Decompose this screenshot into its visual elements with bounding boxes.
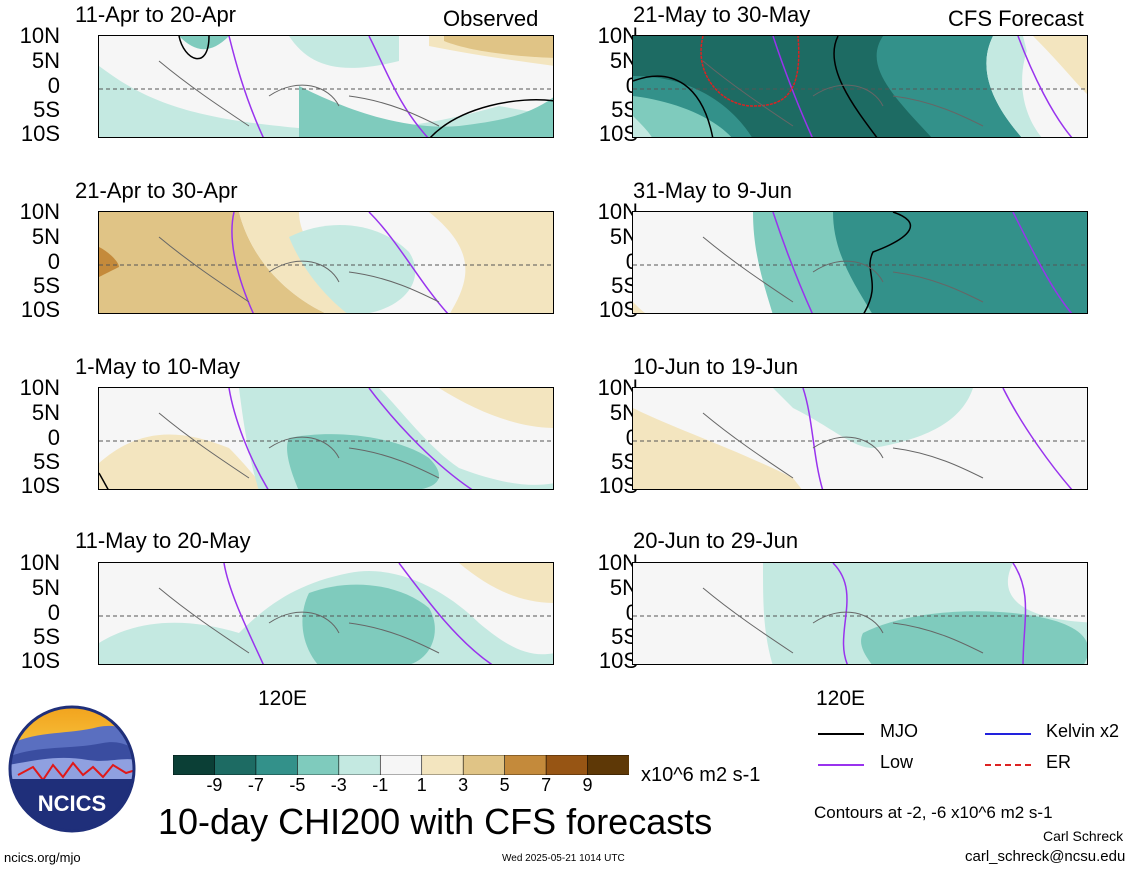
latitude-label: 5N xyxy=(609,224,638,249)
latitude-label: 5N xyxy=(609,575,638,600)
latitude-label: 10S xyxy=(20,121,60,146)
colorbar-bin xyxy=(255,754,299,776)
latitude-label: 0 xyxy=(47,249,60,274)
legend-label-mjo: MJO xyxy=(880,721,918,741)
latitude-label: 0 xyxy=(47,73,60,98)
map-panel xyxy=(632,35,1088,138)
latitude-label: 5S xyxy=(33,449,60,474)
panel-title: 20-Jun to 29-Jun xyxy=(633,528,799,553)
legend-label-kelvin: Kelvin x2 xyxy=(1046,721,1120,741)
panel-title: 11-Apr to 20-Apr xyxy=(75,2,237,27)
latitude-label: 5S xyxy=(33,273,60,298)
latitude-label: 10S xyxy=(598,473,638,498)
legend-swatch-er xyxy=(985,764,1031,766)
colorbar-bin xyxy=(545,754,589,776)
author-name: Carl Schreck xyxy=(1043,828,1124,844)
colorbar-tick-label: -9 xyxy=(206,775,223,795)
latitude-label: 10N xyxy=(19,375,60,400)
colorbar-bin xyxy=(297,754,340,776)
panel-title: 1-May to 10-May xyxy=(75,354,241,379)
panel-title: 11-May to 20-May xyxy=(75,528,251,553)
timestamp: Wed 2025-05-21 1014 UTC xyxy=(502,853,625,864)
latitude-label: 10S xyxy=(598,121,638,146)
map-panel xyxy=(632,211,1088,314)
latitude-label: 5N xyxy=(31,400,60,425)
colorbar-tick-label: 7 xyxy=(541,775,552,795)
map-panel xyxy=(98,562,554,665)
observed-label: Observed xyxy=(443,6,539,31)
latitude-label: 10S xyxy=(20,648,60,673)
colorbar-tick-label: 3 xyxy=(458,775,469,795)
latitude-label: 10N xyxy=(597,23,638,48)
legend-swatch-mjo xyxy=(818,733,864,735)
latitude-label: 0 xyxy=(625,600,638,625)
latitude-label: 10N xyxy=(19,23,60,48)
latitude-label: 0 xyxy=(47,425,60,450)
map-panel xyxy=(98,211,554,314)
map-panel xyxy=(632,562,1088,665)
latitude-label: 5S xyxy=(611,624,638,649)
latitude-label: 10N xyxy=(597,199,638,224)
panel-title: 21-Apr to 30-Apr xyxy=(75,178,238,203)
latitude-label: 5N xyxy=(31,224,60,249)
colorbar-bin xyxy=(338,754,382,776)
colorbar-tick-label: 1 xyxy=(416,775,427,795)
latitude-label: 10N xyxy=(597,550,638,575)
legend-swatch-kelvin xyxy=(985,733,1031,735)
colorbar-bin xyxy=(504,754,547,776)
latitude-label: 0 xyxy=(625,249,638,274)
latitude-label: 5N xyxy=(609,48,638,73)
colorbar-bin xyxy=(214,754,257,776)
colorbar-tick-label: 9 xyxy=(582,775,593,795)
colorbar-bin xyxy=(172,754,216,776)
map-panel xyxy=(98,387,554,490)
colorbar-tick-label: -5 xyxy=(289,775,306,795)
longitude-label: 120E xyxy=(816,687,866,710)
colorbar-units: x10^6 m2 s-1 xyxy=(641,764,761,786)
legend-swatch-low xyxy=(818,764,864,766)
contour-note: Contours at -2, -6 x10^6 m2 s-1 xyxy=(814,803,1053,822)
main-title: 10-day CHI200 with CFS forecasts xyxy=(158,801,713,842)
latitude-label: 10S xyxy=(598,648,638,673)
longitude-label: 120E xyxy=(258,687,308,710)
colorbar xyxy=(172,754,630,780)
legend-label-er: ER xyxy=(1046,752,1072,772)
latitude-label: 10S xyxy=(20,473,60,498)
latitude-label: 5S xyxy=(33,624,60,649)
latitude-label: 10S xyxy=(598,297,638,322)
colorbar-bin xyxy=(587,754,630,776)
legend-label-low: Low xyxy=(880,752,914,772)
panel-title: 31-May to 9-Jun xyxy=(633,178,792,203)
latitude-label: 5S xyxy=(33,97,60,122)
ncics-logo: NCICS xyxy=(8,705,136,833)
author-email[interactable]: carl_schreck@ncsu.edu xyxy=(965,848,1126,865)
colorbar-bin xyxy=(421,754,464,776)
latitude-label: 5N xyxy=(609,400,638,425)
latitude-label: 10N xyxy=(597,375,638,400)
map-panel xyxy=(98,35,554,138)
latitude-label: 0 xyxy=(625,73,638,98)
colorbar-tick-label: 5 xyxy=(499,775,510,795)
latitude-label: 10N xyxy=(19,199,60,224)
colorbar-bin xyxy=(462,754,506,776)
latitude-label: 0 xyxy=(47,600,60,625)
panel-title: 10-Jun to 19-Jun xyxy=(633,354,799,379)
latitude-label: 0 xyxy=(625,425,638,450)
forecast-label: CFS Forecast xyxy=(948,6,1084,31)
colorbar-tick-label: -1 xyxy=(372,775,389,795)
colorbar-tick-label: -3 xyxy=(330,775,347,795)
latitude-label: 10S xyxy=(20,297,60,322)
latitude-label: 5N xyxy=(31,575,60,600)
colorbar-tick-label: -7 xyxy=(247,775,264,795)
colorbar-bin xyxy=(379,754,423,776)
website-link[interactable]: ncics.org/mjo xyxy=(4,850,81,865)
latitude-label: 5S xyxy=(611,97,638,122)
panel-title: 21-May to 30-May xyxy=(633,2,811,27)
logo-text: NCICS xyxy=(38,791,106,816)
map-panel xyxy=(632,387,1088,490)
latitude-label: 5S xyxy=(611,273,638,298)
latitude-label: 5N xyxy=(31,48,60,73)
latitude-label: 5S xyxy=(611,449,638,474)
latitude-label: 10N xyxy=(19,550,60,575)
